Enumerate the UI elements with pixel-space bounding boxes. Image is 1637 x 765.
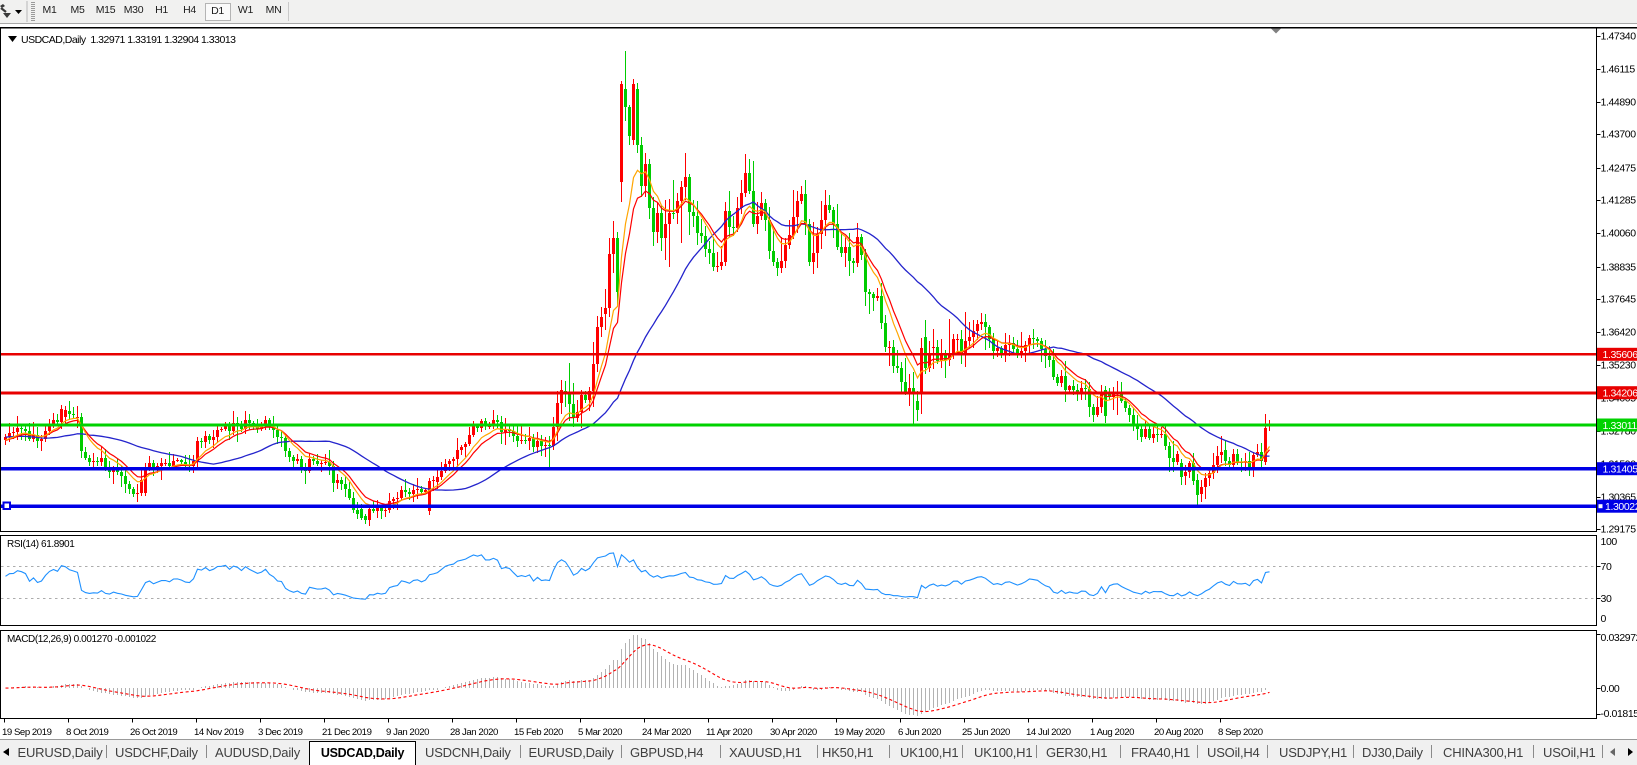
svg-text:1.44890: 1.44890: [1601, 97, 1637, 109]
svg-text:1.37645: 1.37645: [1601, 294, 1637, 306]
svg-text:MACD(12,26,9) 0.001270 -0.0010: MACD(12,26,9) 0.001270 -0.001022: [7, 634, 157, 645]
svg-text:20 Aug 2020: 20 Aug 2020: [1154, 727, 1203, 738]
svg-text:1.43700: 1.43700: [1601, 129, 1637, 141]
svg-text:1.33011: 1.33011: [1603, 420, 1637, 432]
svg-text:24 Mar 2020: 24 Mar 2020: [642, 727, 691, 738]
svg-text:15 Feb 2020: 15 Feb 2020: [514, 727, 563, 738]
svg-text:26 Oct 2019: 26 Oct 2019: [130, 727, 177, 738]
svg-text:1.41285: 1.41285: [1601, 195, 1637, 207]
svg-text:11 Apr 2020: 11 Apr 2020: [706, 727, 752, 738]
svg-text:1.38835: 1.38835: [1601, 262, 1637, 274]
svg-text:USDCAD,Daily 1.32971 1.33191: USDCAD,Daily 1.32971 1.33191 1.32904 1.3…: [21, 34, 236, 46]
svg-text:1.34206: 1.34206: [1603, 388, 1637, 400]
svg-text:5 Mar 2020: 5 Mar 2020: [578, 727, 622, 738]
svg-text:14 Nov 2019: 14 Nov 2019: [194, 727, 244, 738]
svg-text:25 Jun 2020: 25 Jun 2020: [962, 727, 1010, 738]
svg-text:14 Jul 2020: 14 Jul 2020: [1026, 727, 1071, 738]
svg-text:1.40060: 1.40060: [1601, 228, 1637, 240]
svg-text:1.47340: 1.47340: [1601, 31, 1637, 43]
svg-text:21 Dec 2019: 21 Dec 2019: [322, 727, 372, 738]
svg-text:1.36420: 1.36420: [1601, 327, 1637, 339]
svg-text:1.31405: 1.31405: [1603, 464, 1637, 476]
svg-text:8 Oct 2019: 8 Oct 2019: [66, 727, 109, 738]
svg-text:0.032972: 0.032972: [1601, 632, 1637, 644]
svg-text:100: 100: [1601, 536, 1618, 548]
svg-text:8 Sep 2020: 8 Sep 2020: [1218, 727, 1263, 738]
svg-text:28 Jan 2020: 28 Jan 2020: [450, 727, 498, 738]
svg-text:1.35606: 1.35606: [1603, 349, 1637, 361]
svg-text:3 Dec 2019: 3 Dec 2019: [258, 727, 303, 738]
svg-text:0.00: 0.00: [1601, 683, 1620, 695]
svg-text:-0.018154: -0.018154: [1601, 708, 1637, 720]
svg-text:70: 70: [1601, 561, 1612, 573]
svg-text:1.46115: 1.46115: [1601, 64, 1636, 76]
svg-text:1.35230: 1.35230: [1601, 360, 1637, 372]
svg-text:1.42475: 1.42475: [1601, 163, 1637, 175]
svg-text:30 Apr 2020: 30 Apr 2020: [770, 727, 817, 738]
svg-text:6 Jun 2020: 6 Jun 2020: [898, 727, 941, 738]
svg-text:19 Sep 2019: 19 Sep 2019: [2, 727, 52, 738]
svg-text:1.30022: 1.30022: [1605, 501, 1637, 513]
svg-text:RSI(14) 61.8901: RSI(14) 61.8901: [7, 539, 75, 550]
svg-text:19 May 2020: 19 May 2020: [834, 727, 885, 738]
svg-text:1.29175: 1.29175: [1601, 524, 1637, 536]
svg-text:30: 30: [1601, 593, 1612, 605]
svg-text:9 Jan 2020: 9 Jan 2020: [386, 727, 429, 738]
svg-text:0: 0: [1601, 613, 1607, 625]
svg-text:1 Aug 2020: 1 Aug 2020: [1090, 727, 1134, 738]
